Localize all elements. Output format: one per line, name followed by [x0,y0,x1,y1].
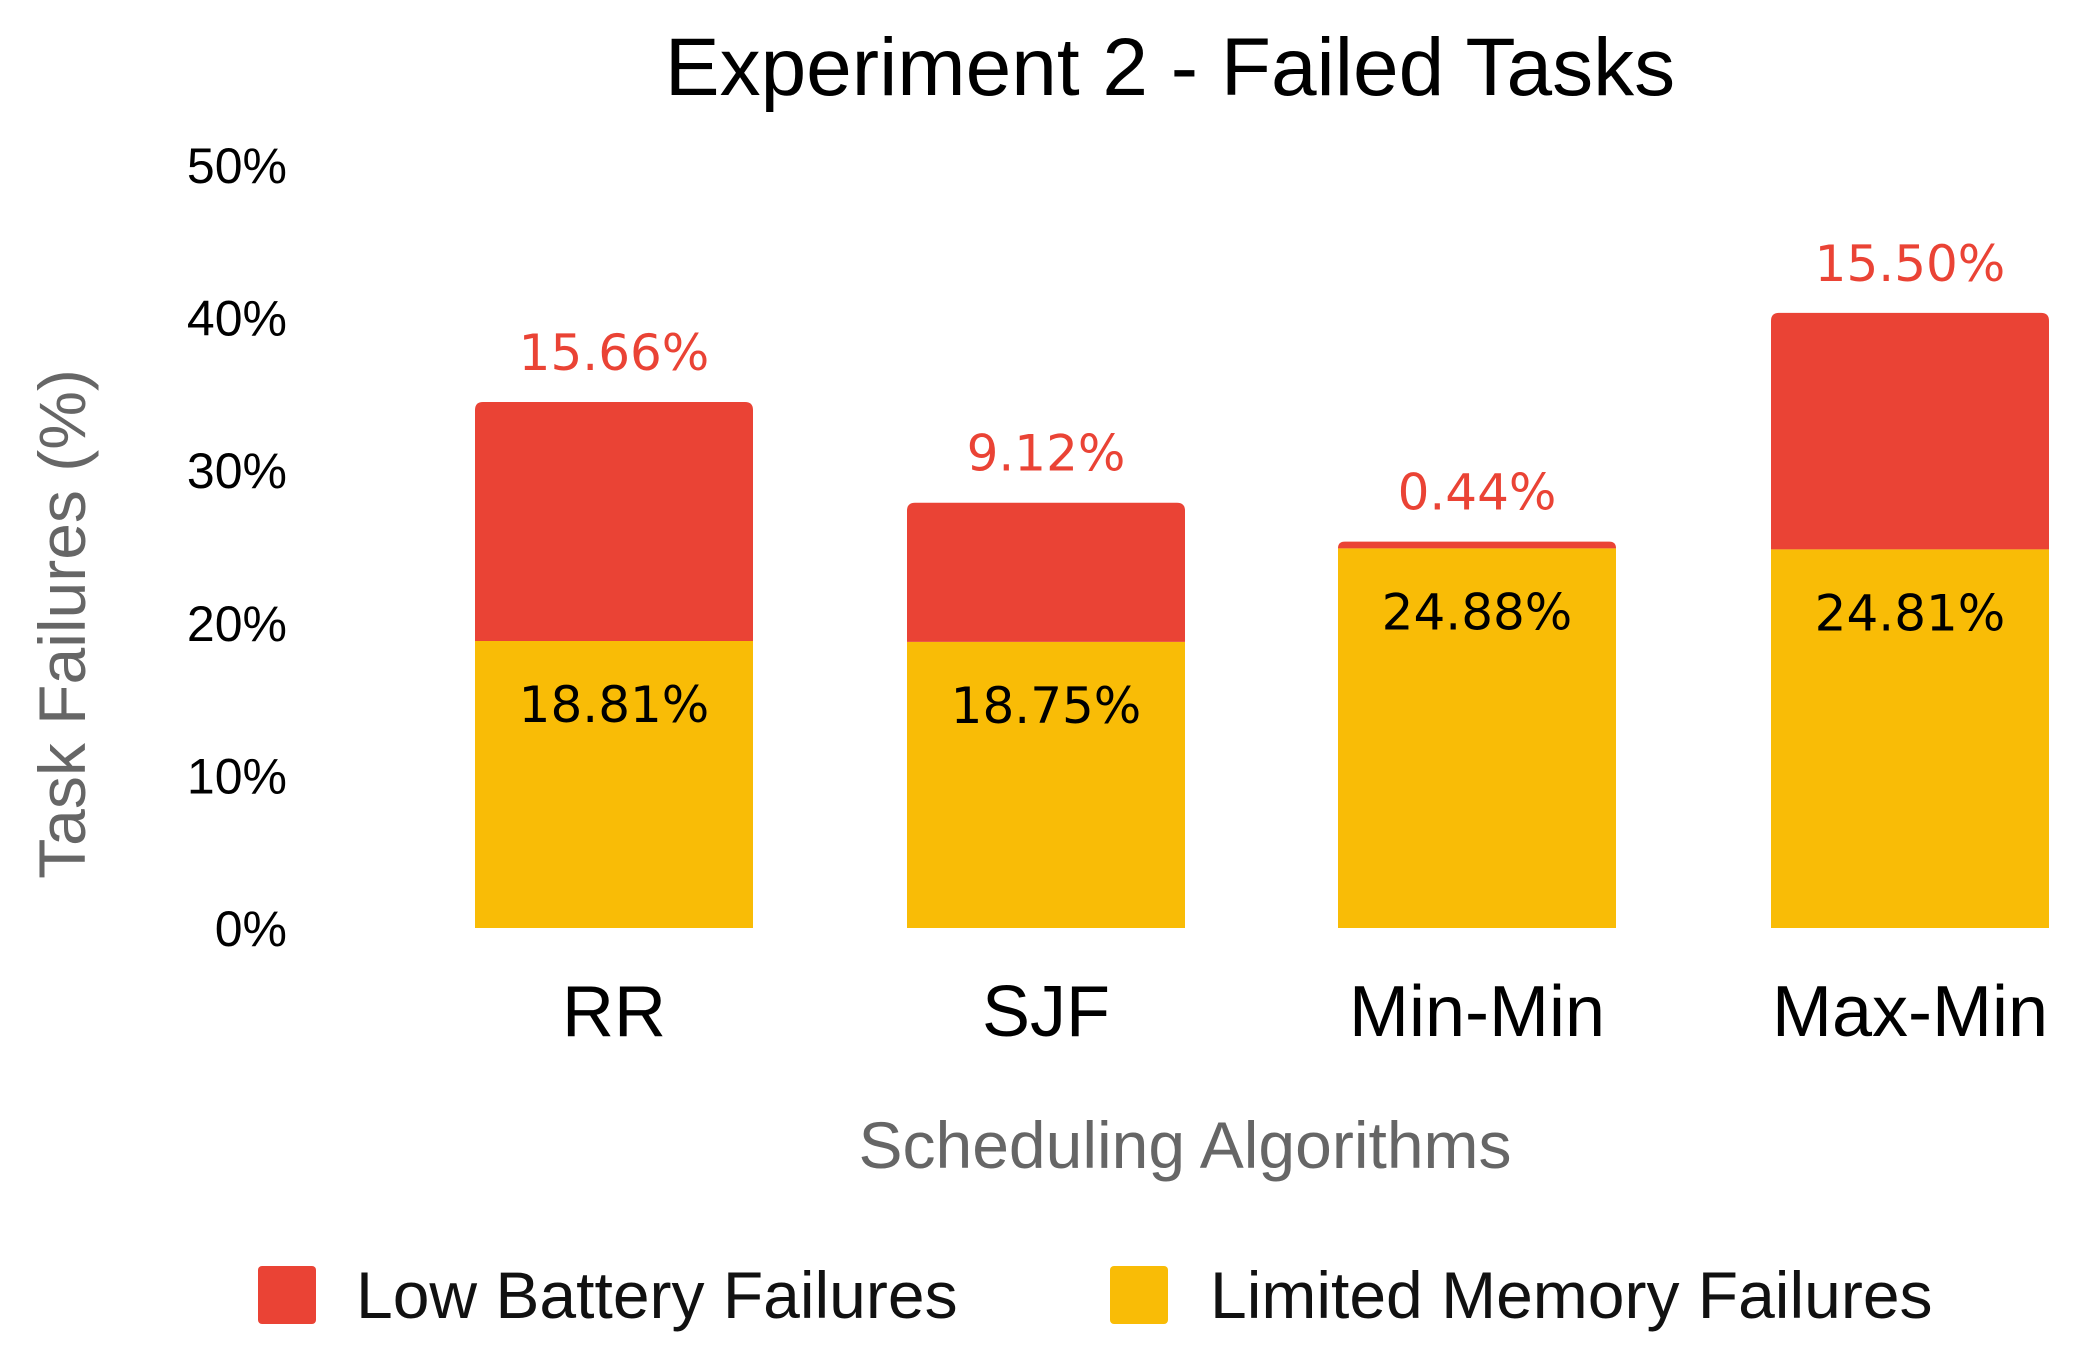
legend-label-limited-memory-failures: Limited Memory Failures [1210,1258,1933,1332]
x-tick-label: Min-Min [1349,972,1605,1052]
x-tick-label: RR [562,972,666,1052]
data-label-limited-memory-failures-min-min: 24.88% [1382,583,1573,641]
y-tick-label: 50% [187,138,287,194]
y-tick-label: 10% [187,748,287,804]
bar-limited-memory-failures-max-min [1771,549,2049,928]
y-tick-label: 30% [187,443,287,499]
legend: Low Battery Failures Limited Memory Failu… [258,1258,1933,1332]
bar-limited-memory-failures-min-min [1338,548,1616,928]
legend-swatch-low-battery-failures [258,1266,316,1324]
data-label-limited-memory-failures-rr: 18.81% [519,676,710,734]
bar-low-battery-failures-sjf [907,502,1185,642]
bar-limited-memory-failures-sjf [907,641,1185,928]
y-tick-label: 0% [215,901,287,957]
legend-label-low-battery-failures: Low Battery Failures [356,1258,958,1332]
data-label-low-battery-failures-min-min: 0.44% [1398,464,1557,522]
x-tick-label: Max-Min [1772,972,2048,1052]
bar-series [475,312,2049,928]
y-tick-label: 40% [187,291,287,347]
y-tick-label: 20% [187,596,287,652]
data-labels: 18.81% 15.66% 18.75% 9.12% 24.88% 0.44% 24.81%… [519,235,2006,735]
bar-limited-memory-failures-rr [475,640,753,928]
y-axis-ticks: 0% 10% 20% 30% 40% 50% [187,138,287,957]
bar-low-battery-failures-min-min [1338,541,1616,549]
data-label-low-battery-failures-max-min: 15.50% [1815,235,2006,293]
data-label-limited-memory-failures-sjf: 18.75% [951,677,1142,735]
x-axis-ticks: RR SJF Min-Min Max-Min [562,972,2048,1052]
x-axis-title: Scheduling Algorithms [858,1108,1511,1182]
legend-swatch-limited-memory-failures [1110,1266,1168,1324]
data-label-low-battery-failures-rr: 15.66% [519,324,710,382]
x-tick-label: SJF [982,972,1110,1052]
chart-title: Experiment 2 - Failed Tasks [665,22,1675,113]
bar-low-battery-failures-rr [475,401,753,641]
data-label-limited-memory-failures-max-min: 24.81% [1815,584,2006,642]
y-axis-title: Task Failures (%) [25,369,99,879]
data-label-low-battery-failures-sjf: 9.12% [967,425,1126,483]
bar-low-battery-failures-max-min [1771,312,2049,550]
